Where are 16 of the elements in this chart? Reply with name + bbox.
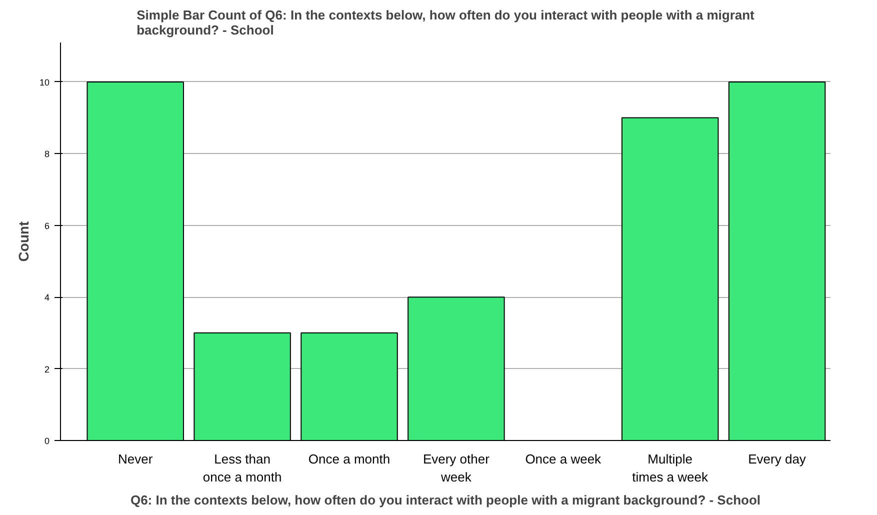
- x-tick-label: Never: [118, 452, 154, 466]
- chart-title: Simple Bar Count of Q6: In the contexts below, how often do you interact with people with a migrant background? - School: [136, 8, 756, 38]
- y-tick-label: 0: [44, 436, 50, 446]
- x-tick-label: Once a month: [308, 452, 390, 466]
- y-axis-title: Count: [15, 220, 32, 262]
- x-tick-label: Multiple times a week: [632, 452, 709, 484]
- x-axis-title: Q6: In the contexts below, how often do you interact with people with a migrant background? - School: [130, 492, 761, 508]
- y-tick-label: 8: [44, 149, 50, 160]
- y-tick-label: 2: [44, 364, 50, 374]
- x-tick-label: Less than once a month: [202, 452, 282, 484]
- x-tick-label: Every day: [748, 452, 806, 466]
- x-tick-label: Every other week: [422, 452, 490, 484]
- y-tick-label: 4: [44, 292, 50, 303]
- x-tick-label: Once a week: [525, 452, 602, 466]
- y-tick-label: 6: [44, 220, 50, 231]
- y-tick-label: 10: [39, 77, 50, 88]
